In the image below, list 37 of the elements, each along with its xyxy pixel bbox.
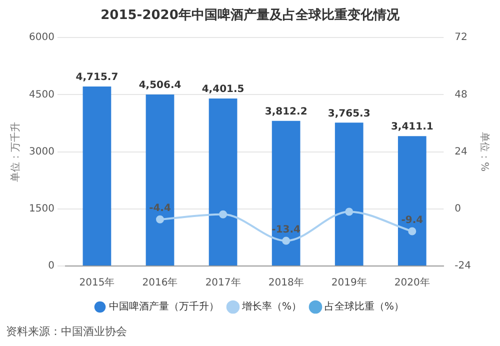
data-label: 4,715.7 <box>76 72 118 84</box>
data-label: 3,411.1 <box>390 122 434 133</box>
point <box>408 227 416 236</box>
point <box>345 208 354 216</box>
y2-tick-label: 24 <box>454 146 468 158</box>
data-label: 3,765.3 <box>328 108 370 120</box>
legend-label: 增长率（%） <box>241 300 302 313</box>
y2-tick-label: 0 <box>454 203 462 214</box>
y-tick-label: 0 <box>48 260 54 272</box>
legend-label: 中国啤酒产量（万千升） <box>109 300 219 313</box>
x-tick-label: 2016年 <box>142 276 178 289</box>
legend-label: 占全球比重（%） <box>324 300 404 313</box>
point <box>156 215 164 224</box>
y-tick-label: 6000 <box>28 32 54 44</box>
data-label: 3,812.2 <box>264 106 308 118</box>
data-label: 4,401.5 <box>202 84 244 96</box>
x-tick-label: 2018年 <box>268 276 304 289</box>
point <box>282 236 290 245</box>
y2-tick-label: -24 <box>454 260 472 272</box>
data-label: -13.4 <box>272 224 301 236</box>
y2-axis-title: 单位：% <box>478 132 490 172</box>
point <box>219 210 228 218</box>
y-tick-label: 3000 <box>28 146 54 158</box>
data-label: -9.4 <box>401 214 424 226</box>
chart-title: 2015-2020年中国啤酒产量及占全球比重变化情况 <box>100 7 400 24</box>
y-tick-label: 4500 <box>28 89 54 100</box>
text: 资料来源：中国酒业协会 <box>5 324 128 340</box>
y2-tick-label: 48 <box>454 89 468 100</box>
data-label: 4,506.4 <box>138 80 182 92</box>
y-tick-label: 1500 <box>28 203 54 214</box>
y2-tick-label: 72 <box>454 32 468 44</box>
x-tick-label: 2019年 <box>331 276 367 289</box>
x-tick-label: 2015年 <box>79 276 115 289</box>
x-tick-label: 2020年 <box>394 276 430 289</box>
x-tick-label: 2017年 <box>205 276 241 289</box>
data-label: -4.4 <box>149 202 171 214</box>
y-axis-title: 单位：万千升 <box>10 122 22 182</box>
